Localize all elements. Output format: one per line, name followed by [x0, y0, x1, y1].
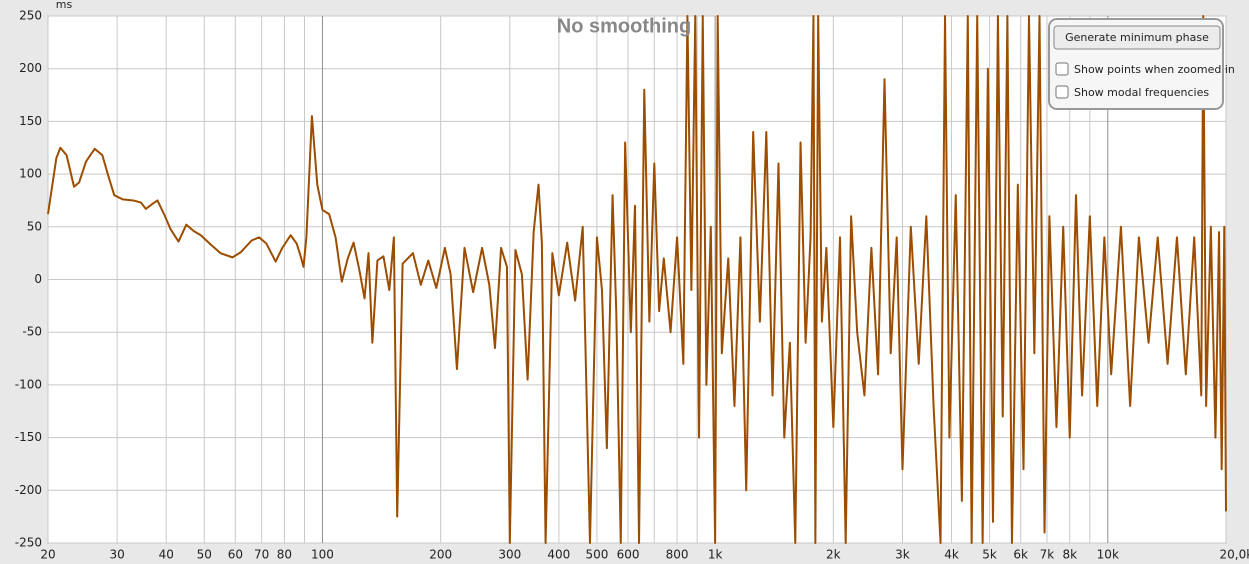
- x-tick-label: 10k: [1097, 548, 1119, 562]
- checkbox[interactable]: [1055, 62, 1069, 76]
- y-tick-label: -200: [15, 483, 42, 497]
- x-tick-label: 600: [617, 548, 640, 562]
- y-tick-label: 50: [27, 219, 42, 233]
- y-tick-label: 100: [19, 167, 42, 181]
- x-tick-label: 30: [110, 548, 125, 562]
- x-tick-label: 50: [197, 548, 212, 562]
- button-label[interactable]: Generate minimum phase: [1065, 31, 1209, 44]
- checkbox-label[interactable]: Show points when zoomed in: [1074, 63, 1235, 76]
- y-tick-label: -100: [15, 377, 42, 391]
- control-panel: Generate minimum phase Show points when …: [1048, 18, 1235, 110]
- x-tick-label: 6k: [1013, 548, 1028, 562]
- checkbox[interactable]: [1055, 85, 1069, 99]
- x-tick-label: 4k: [944, 548, 959, 562]
- x-tick-label: 20,0kHz: [1220, 548, 1249, 562]
- y-tick-label: -150: [15, 430, 42, 444]
- x-tick-label: 80: [277, 548, 292, 562]
- button[interactable]: [1053, 25, 1221, 50]
- x-tick-label: 20: [40, 548, 55, 562]
- checkbox-list: Show points when zoomed in Show modal fre…: [1055, 62, 1235, 99]
- x-tick-label: 400: [547, 548, 570, 562]
- x-tick-label: 60: [228, 548, 243, 562]
- y-tick-label: -250: [15, 536, 42, 550]
- x-tick-label: 7k: [1040, 548, 1055, 562]
- data-line: [47, 15, 1227, 544]
- series: [47, 15, 1227, 544]
- x-tick-label: 2k: [826, 548, 841, 562]
- x-tick-label: 500: [585, 548, 608, 562]
- x-tick-label: 300: [498, 548, 521, 562]
- y-unit: ms: [56, 0, 73, 11]
- y-tick-label: 250: [19, 9, 42, 23]
- x-tick-label: 8k: [1062, 548, 1077, 562]
- x-tick-label: 70: [254, 548, 269, 562]
- x-tick-label: 200: [429, 548, 452, 562]
- y-tick-label: 0: [34, 272, 42, 286]
- y-tick-label: 200: [19, 61, 42, 75]
- y-tick-label: -50: [22, 325, 42, 339]
- y-tick-label: 150: [19, 114, 42, 128]
- checkbox-label[interactable]: Show modal frequencies: [1074, 86, 1209, 99]
- x-tick-label: 40: [159, 548, 174, 562]
- x-tick-label: 800: [666, 548, 689, 562]
- x-tick-label: 1k: [708, 548, 723, 562]
- chart-title: No smoothing: [557, 15, 691, 37]
- x-tick-label: 3k: [895, 548, 910, 562]
- x-tick-label: 5k: [982, 548, 997, 562]
- x-tick-label: 100: [311, 548, 334, 562]
